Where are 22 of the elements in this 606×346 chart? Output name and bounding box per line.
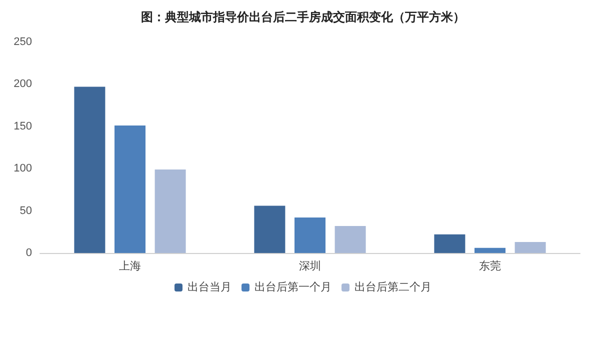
y-tick-label: 150 [14, 120, 32, 132]
legend-label: 出台后第一个月 [254, 280, 332, 294]
bar [114, 126, 146, 253]
bar [254, 206, 286, 253]
bar [514, 242, 546, 253]
chart-title: 图：典型城市指导价出台后二手房成交面积变化（万平方米） [141, 10, 465, 24]
y-tick-label: 250 [14, 36, 32, 48]
y-tick-label: 0 [26, 247, 32, 259]
x-tick-label: 深圳 [299, 260, 321, 272]
bar [154, 169, 186, 253]
bar [434, 234, 466, 253]
y-tick-label: 50 [20, 204, 32, 217]
legend-label: 出台后第二个月 [354, 280, 432, 294]
bar [334, 226, 366, 253]
y-tick-label: 200 [14, 78, 32, 90]
bar [474, 248, 506, 253]
legend-label: 出台当月 [188, 280, 232, 294]
bar [294, 218, 326, 253]
x-tick-label: 东莞 [479, 260, 501, 272]
x-tick-label: 上海 [119, 260, 141, 272]
y-tick-label: 100 [14, 162, 32, 175]
bar [74, 86, 106, 253]
